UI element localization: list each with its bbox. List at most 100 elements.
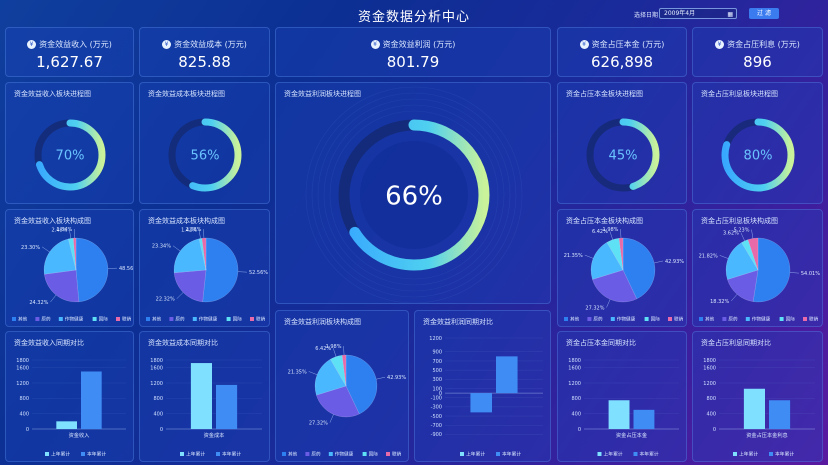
yuan-coin-icon: ¥ (27, 40, 37, 49)
y-tick-label: 400 (706, 411, 716, 417)
pie-leader (69, 229, 72, 239)
card-title: 资金效益利润板块进程图 (284, 90, 361, 98)
bar-mark (216, 384, 238, 429)
kpi-label: 资金效益利润 (万元) (382, 40, 456, 49)
progress-label: 66% (385, 181, 443, 211)
pie-slice (68, 237, 77, 271)
y-tick-label: 1600 (16, 365, 29, 371)
pie-leader (176, 292, 184, 299)
progress-label: 45% (609, 149, 638, 164)
y-tick-label: 400 (19, 411, 29, 417)
pie-data-label: 42.93% (387, 375, 406, 381)
yuan-coin-icon: ¥ (579, 40, 589, 49)
pie-slice (747, 237, 759, 271)
pie-slice (622, 237, 656, 300)
pie-data-label: 6.42% (315, 346, 331, 352)
pie-data-label: 52.56% (249, 270, 268, 276)
x-category-label: 资金占压本金 (616, 431, 648, 439)
kpi-value: 825.88 (178, 53, 231, 71)
legend-label: 联销 (392, 451, 402, 458)
money-bag-icon: ¥ (370, 40, 380, 49)
date-picker-input[interactable]: 2009年4月 ▦ (659, 8, 737, 19)
pie-slice (43, 238, 77, 275)
pie-leader (343, 346, 345, 356)
bar-mark (769, 400, 791, 429)
y-tick-label: 1800 (16, 358, 29, 364)
y-tick-label: 1600 (703, 365, 716, 371)
kpi-card-principal: ¥ 资金占压本金 (万元) 626,898 (557, 27, 687, 77)
pie-data-label: 5.23% (734, 228, 750, 234)
pie-data-label: 1.98% (326, 344, 342, 350)
pie-leader (332, 348, 337, 357)
pie-data-label: 54.01% (801, 271, 820, 277)
y-tick-label: 800 (571, 396, 581, 402)
y-tick-label: 300 (432, 377, 442, 383)
pie-data-label: 6.42% (592, 229, 608, 235)
legend-swatch (386, 452, 390, 456)
pie-leader (376, 376, 386, 380)
legend-label: 本年累计 (502, 451, 521, 458)
legend-swatch (460, 452, 464, 456)
calendar-icon[interactable]: ▦ (727, 11, 733, 18)
card-title: 资金占压本金同期对比 (566, 339, 636, 347)
deco-ring (305, 86, 523, 303)
pie-leader (740, 232, 745, 241)
progress-arc (338, 119, 490, 271)
x-category-label: 资金收入 (69, 431, 90, 439)
pie-slice (330, 355, 347, 387)
pie-data-label: 21.35% (288, 369, 307, 375)
bar-mark (633, 409, 655, 429)
filter-button[interactable]: 过 滤 (749, 8, 779, 19)
legend-swatch (496, 452, 500, 456)
legend-swatch (58, 317, 63, 321)
card-title: 资金占压利息同期对比 (701, 339, 771, 347)
bar-mark (56, 421, 77, 429)
legend-swatch (564, 317, 568, 321)
pie-slice (316, 385, 360, 418)
legend-label: 其他 (18, 316, 28, 323)
legend-swatch (216, 452, 220, 456)
y-tick-label: 0 (26, 427, 29, 433)
kpi-label: 资金效益收入 (万元) (39, 40, 112, 49)
pie-slice (314, 358, 347, 396)
deco-ring (323, 104, 505, 286)
y-tick-label: 400 (571, 411, 581, 417)
bar-card-principal: 资金占压本金同期对比 0 400 800 1200 1600 1800 资金占压本金 上年累计… (557, 331, 687, 462)
progress-card-income: 资金效益收入板块进程图 70% (5, 82, 134, 204)
progress-arc (34, 119, 106, 191)
legend-label: 国际 (651, 316, 661, 323)
pie-data-label: 1.98% (603, 227, 619, 233)
legend-swatch (722, 317, 727, 321)
x-category-label: 资金成本 (204, 431, 225, 439)
legend-swatch (668, 317, 672, 321)
legend-swatch (146, 317, 150, 321)
bar-mark (496, 356, 518, 394)
progress-arc (586, 118, 660, 192)
legend-label: 原药 (311, 451, 321, 458)
y-tick-label: 500 (432, 368, 442, 374)
card-title: 资金占压利息板块进程图 (701, 90, 778, 98)
pie-data-label: 21.82% (699, 253, 718, 259)
pie-leader (719, 255, 729, 259)
progress-arc (721, 118, 795, 192)
pie-slice (198, 238, 207, 271)
deco-ring (329, 110, 499, 280)
y-tick-label: 800 (706, 396, 716, 402)
pie-leader (198, 229, 201, 239)
legend-label: 原药 (728, 316, 738, 323)
pie-leader (50, 294, 57, 303)
bar-card-income: 资金效益收入同期对比 0 400 800 1200 1600 1800 资金收入 上年累计 本年… (5, 331, 134, 462)
pie-slice (725, 242, 759, 280)
pie-data-label: 2.08% (185, 227, 201, 233)
card-title: 资金占压本金板块进程图 (566, 90, 643, 98)
pie-data-label: 1.34% (56, 227, 72, 233)
pie-slice (727, 269, 759, 302)
legend-swatch (328, 452, 333, 456)
pie-leader (654, 260, 664, 264)
legend-swatch (644, 317, 649, 321)
pie-slice (606, 238, 624, 271)
pie-data-label: 1.42% (181, 228, 197, 234)
y-tick-label: -300 (431, 405, 442, 411)
legend-swatch (699, 317, 703, 321)
y-tick-label: -900 (431, 432, 442, 438)
